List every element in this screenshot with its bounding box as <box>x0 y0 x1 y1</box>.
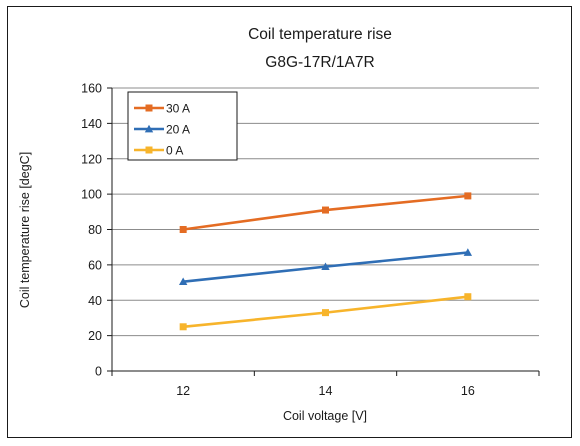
chart-title: Coil temperature rise <box>248 26 392 43</box>
data-point-20-a <box>321 262 330 271</box>
x-tick-label: 12 <box>176 384 190 398</box>
data-point-0-a <box>464 293 472 301</box>
legend-label-20-a: 20 A <box>166 122 190 136</box>
legend-label-30-a: 30 A <box>166 101 190 115</box>
y-tick-label: 160 <box>81 82 102 96</box>
legend: 30 A 20 A 0 A <box>127 91 238 161</box>
y-tick-label: 0 <box>95 365 102 379</box>
y-tick-label: 140 <box>81 117 102 131</box>
data-point-0-a <box>179 323 187 331</box>
series-lines <box>178 192 473 331</box>
legend-marker-20-a <box>144 124 154 133</box>
line-chart: 0 20 40 60 80 100 120 140 160 12 14 16 Coil tempera… <box>18 26 540 423</box>
chart-subtitle: G8G-17R/1A7R <box>265 54 374 71</box>
chart-frame: 0 20 40 60 80 100 120 140 160 12 14 16 Coil tempera… <box>7 6 572 438</box>
data-point-30-a <box>322 206 329 214</box>
data-point-20-a <box>178 277 188 286</box>
data-point-30-a <box>464 192 472 200</box>
data-point-20-a <box>463 248 473 256</box>
x-tick-label: 14 <box>319 384 333 398</box>
data-point-30-a <box>179 226 187 233</box>
y-tick-label: 120 <box>81 152 102 166</box>
y-axis-title: Coil temperature rise [degC] <box>18 152 32 308</box>
legend-marker-30-a <box>145 104 153 112</box>
y-tick-label: 100 <box>81 188 102 202</box>
x-axis-title: Coil voltage [V] <box>283 409 367 423</box>
axes: 0 20 40 60 80 100 120 140 160 12 14 16 <box>81 82 540 398</box>
y-tick-label: 60 <box>88 258 102 272</box>
data-point-0-a <box>322 309 329 317</box>
legend-marker-0-a <box>145 146 153 154</box>
y-tick-label: 20 <box>88 329 102 343</box>
y-tick-label: 80 <box>88 223 102 237</box>
x-tick-label: 16 <box>461 384 475 398</box>
y-tick-label: 40 <box>88 294 102 308</box>
legend-label-0-a: 0 A <box>166 143 183 157</box>
